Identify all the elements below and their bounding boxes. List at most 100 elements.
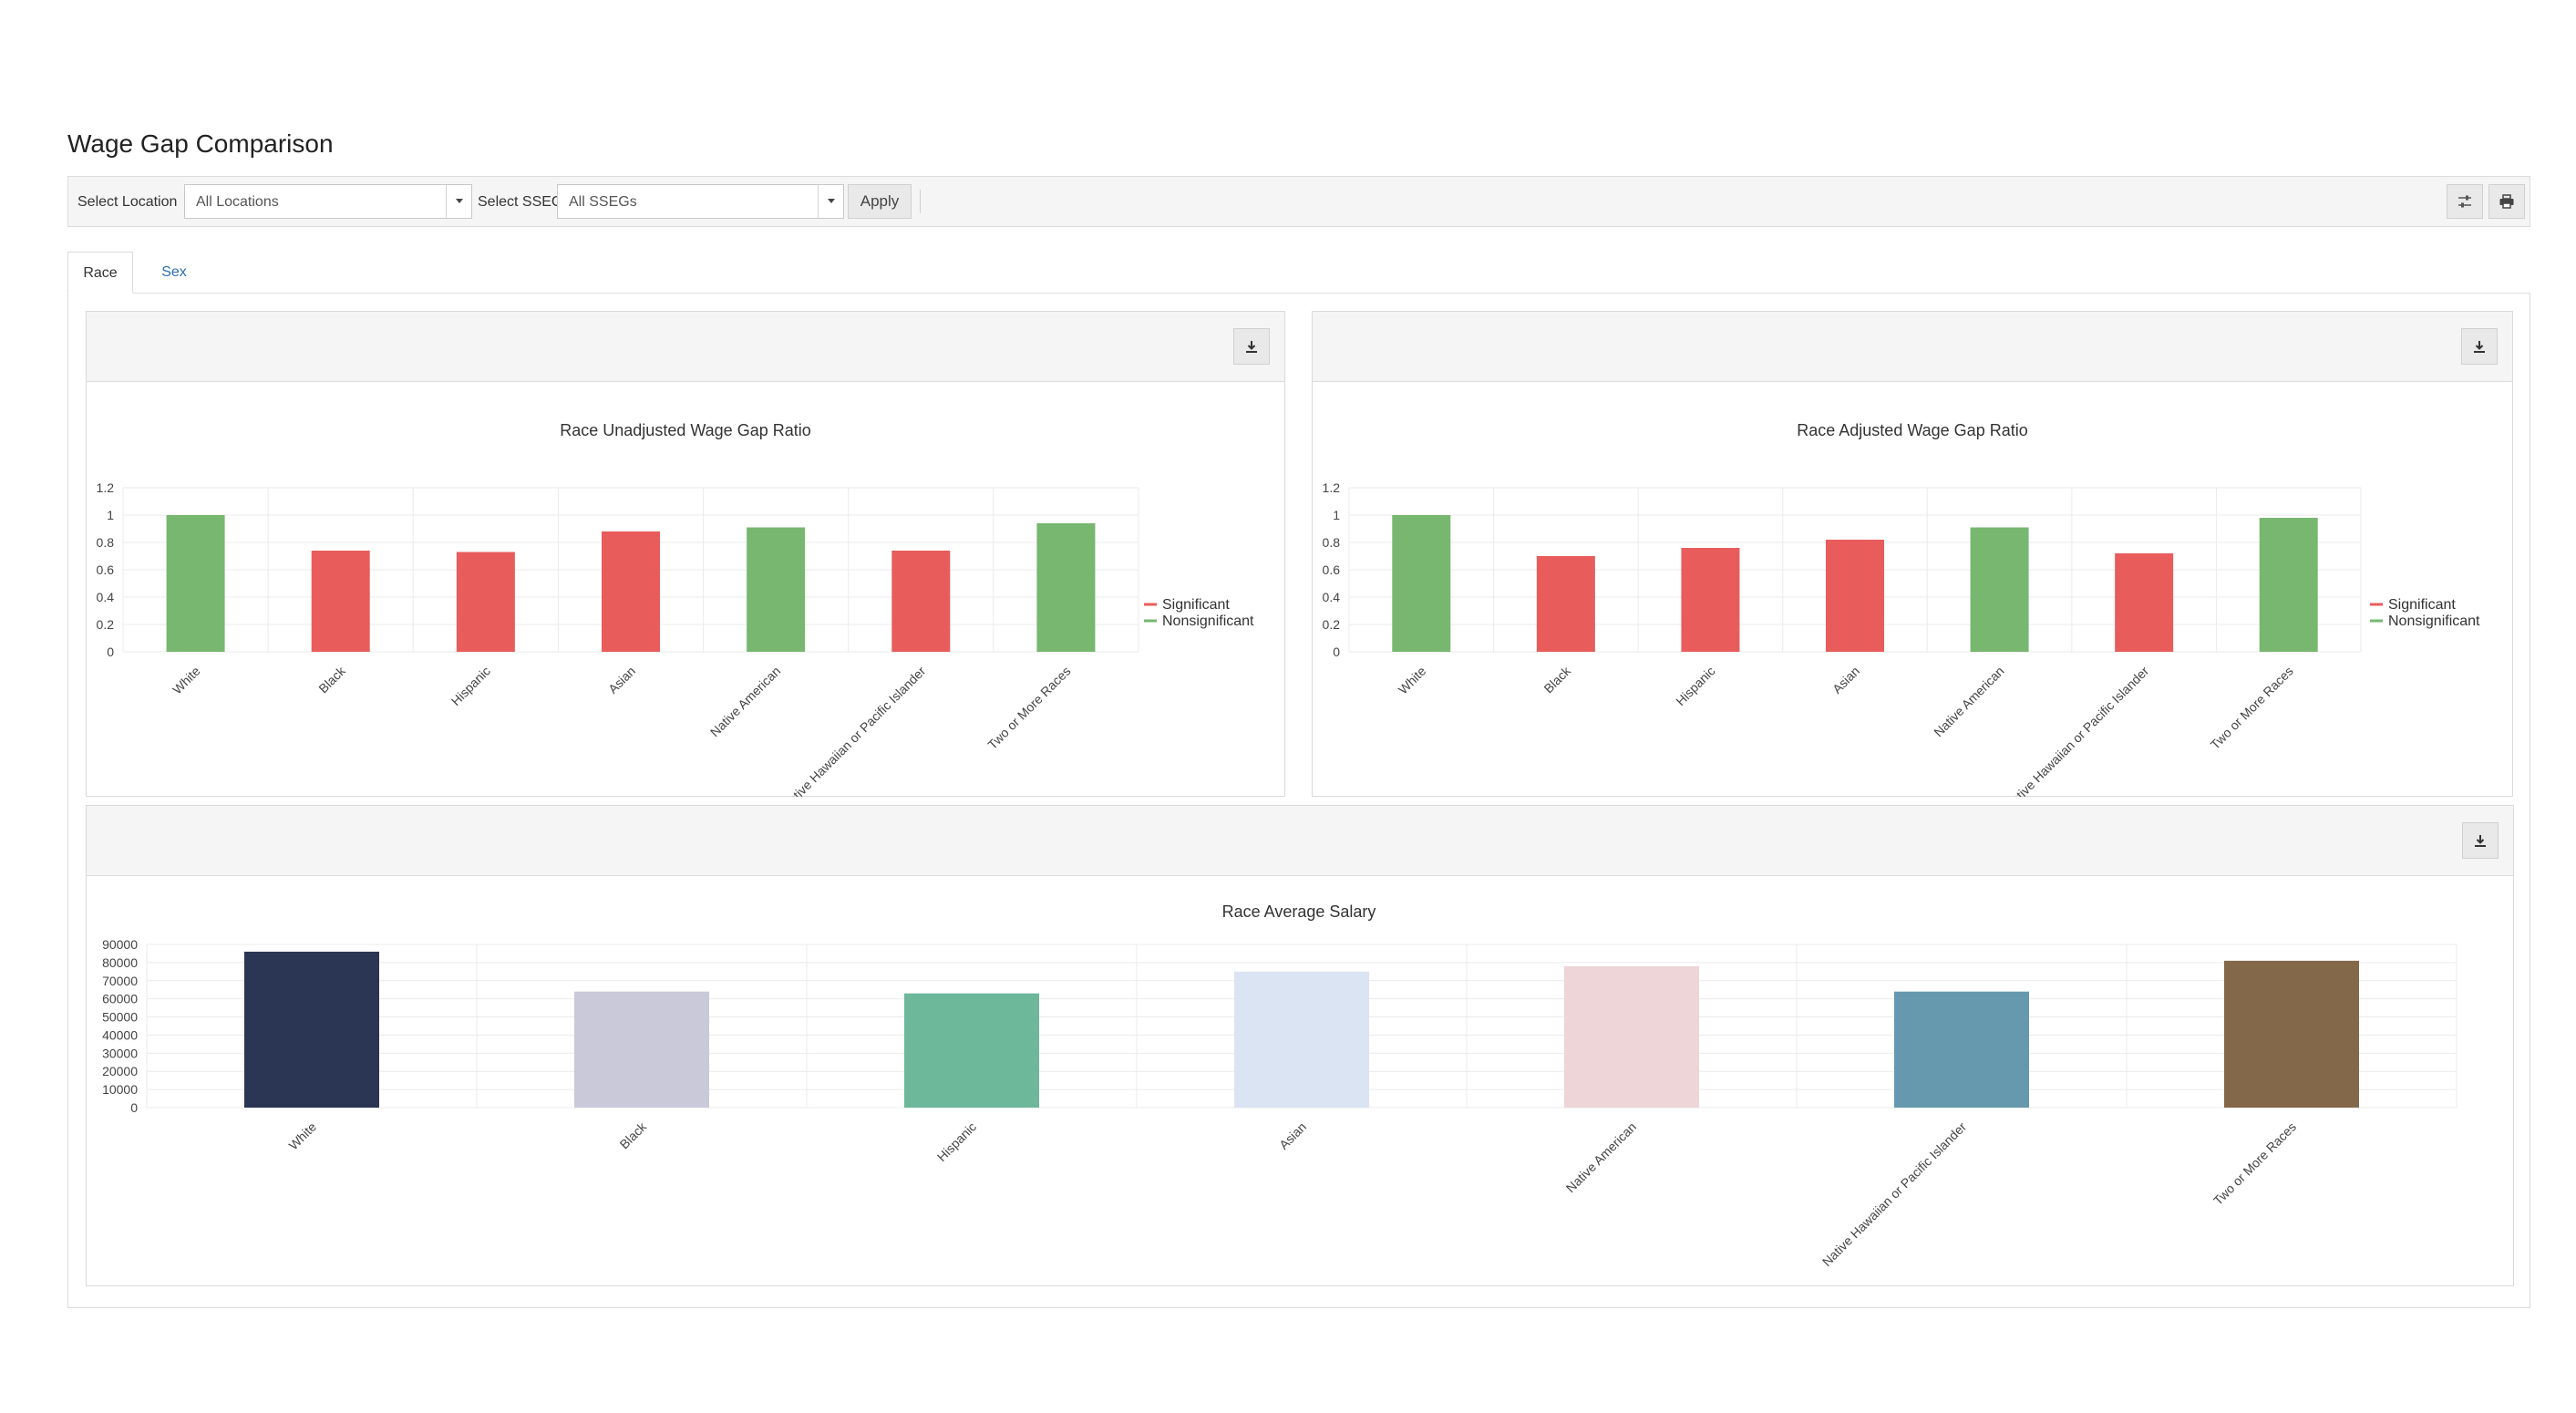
download-icon [1246, 341, 1257, 353]
y-tick-label: 0 [107, 645, 114, 659]
chart-title: Race Adjusted Wage Gap Ratio [1797, 421, 2027, 439]
bar [2259, 518, 2318, 652]
y-tick-label: 0.4 [1323, 590, 1341, 604]
y-tick-label: 80000 [102, 955, 138, 970]
y-tick-label: 0.6 [1323, 562, 1341, 577]
apply-button[interactable]: Apply [848, 184, 912, 219]
bar [1036, 523, 1096, 652]
bar [1681, 548, 1740, 652]
average-salary-chart: Race Average Salary 0 10000 20000 30000 40000… [102, 902, 2458, 1270]
x-tick-label: Hispanic [1673, 664, 1717, 708]
y-tick-label: 1.2 [1323, 480, 1341, 495]
y-tick-label: 0.4 [97, 590, 115, 604]
bar [2115, 553, 2174, 652]
bar [244, 951, 379, 1108]
tab-content: Race Unadjusted Wage Gap Ratio 0 0.2 0.4 0.6… [67, 293, 2530, 1308]
y-tick-label: 50000 [102, 1010, 138, 1025]
y-tick-label: 60000 [102, 992, 138, 1006]
download-button[interactable] [2462, 822, 2499, 859]
panel-header [87, 312, 1284, 382]
x-tick-label: Native Hawaiian or Pacific Islander [2002, 664, 2152, 797]
location-label: Select Location [77, 194, 178, 210]
bar [1564, 965, 1699, 1108]
page-title: Wage Gap Comparison [67, 129, 334, 158]
bar [1826, 540, 1884, 652]
y-tick-label: 30000 [102, 1046, 138, 1060]
sliders-icon [2458, 195, 2471, 208]
location-select[interactable]: All Locations [184, 184, 472, 219]
x-tick-label: Asian [1829, 664, 1862, 696]
bar [166, 515, 225, 652]
x-tick-label: White [285, 1119, 319, 1153]
legend-label: Nonsignificant [2388, 614, 2480, 629]
y-tick-label: 20000 [102, 1064, 138, 1078]
download-button[interactable] [2461, 328, 2498, 365]
x-tick-label: Black [1540, 663, 1573, 696]
x-tick-label: Hispanic [448, 664, 493, 708]
chart-title: Race Unadjusted Wage Gap Ratio [560, 421, 810, 439]
legend-label: Significant [1162, 597, 1230, 613]
tab-sex[interactable]: Sex [161, 264, 187, 280]
settings-button[interactable] [2447, 184, 2483, 219]
x-tick-label: Hispanic [934, 1119, 979, 1164]
bar [1894, 991, 2029, 1108]
bar [1536, 556, 1595, 652]
x-tick-label: Native American [1931, 664, 2006, 739]
x-tick-label: Two or More Races [2208, 664, 2296, 752]
tab-race[interactable]: Race [67, 252, 133, 294]
x-tick-label: Black [617, 1119, 650, 1151]
y-tick-label: 40000 [102, 1027, 138, 1042]
adjusted-wage-gap-chart: Race Adjusted Wage Gap Ratio 0 0.2 0.4 0.6 0.… [1323, 421, 2481, 797]
y-tick-label: 0 [1333, 645, 1340, 659]
bar [891, 551, 951, 652]
panel-header [1313, 312, 2512, 382]
y-tick-label: 10000 [102, 1082, 138, 1097]
y-tick-label: 1 [107, 508, 114, 522]
sseg-select[interactable]: All SSEGs [557, 184, 844, 219]
legend-label: Nonsignificant [1162, 614, 1254, 629]
x-tick-label: Native American [1563, 1119, 1639, 1195]
x-tick-label: Black [315, 663, 348, 696]
x-tick-label: Two or More Races [2210, 1119, 2299, 1208]
bar [1234, 971, 1369, 1108]
unadjusted-wage-gap-chart: Race Unadjusted Wage Gap Ratio 0 0.2 0.4 0.6… [97, 421, 1255, 797]
x-tick-label: White [170, 664, 203, 697]
bar [602, 531, 660, 652]
y-tick-label: 1.2 [97, 480, 115, 495]
y-tick-label: 90000 [102, 937, 138, 952]
download-icon [2474, 341, 2485, 353]
chevron-down-icon[interactable] [818, 185, 843, 218]
y-tick-label: 0.8 [97, 535, 115, 550]
filter-toolbar: Select Location All Locations Select SSE… [67, 176, 2530, 227]
y-tick-label: 70000 [102, 974, 138, 988]
legend-label: Significant [2388, 597, 2456, 613]
x-tick-label: Two or More Races [984, 664, 1073, 752]
download-icon [2475, 835, 2486, 847]
unadjusted-chart-panel: Race Unadjusted Wage Gap Ratio 0 0.2 0.4 0.6… [86, 311, 1285, 797]
print-icon [2499, 194, 2514, 209]
print-button[interactable] [2488, 184, 2525, 219]
bar [574, 991, 709, 1108]
bar [1970, 527, 2029, 652]
y-tick-label: 0.2 [97, 617, 115, 632]
bar [904, 993, 1039, 1108]
x-tick-label: Native American [707, 664, 783, 739]
tab-bar: Race Sex [67, 252, 2530, 294]
y-tick-label: 1 [1333, 508, 1340, 522]
bar [2224, 960, 2359, 1108]
x-tick-label: Native Hawaiian or Pacific Islander [1819, 1119, 1970, 1270]
bar [311, 551, 370, 652]
bar [747, 527, 806, 652]
bar [1392, 515, 1451, 652]
chevron-down-icon[interactable] [446, 185, 471, 218]
download-button[interactable] [1233, 328, 1270, 365]
panel-header [87, 806, 2513, 876]
average-salary-panel: Race Average Salary 0 10000 20000 30000 40000… [86, 805, 2514, 1286]
x-tick-label: Asian [1276, 1119, 1309, 1152]
sseg-label: Select SSEG [478, 194, 563, 210]
adjusted-chart-panel: Race Adjusted Wage Gap Ratio 0 0.2 0.4 0.6 0.… [1312, 311, 2513, 797]
y-tick-label: 0 [130, 1100, 138, 1115]
location-select-value: All Locations [196, 194, 279, 210]
sseg-select-value: All SSEGs [569, 194, 637, 210]
bar [456, 552, 515, 652]
